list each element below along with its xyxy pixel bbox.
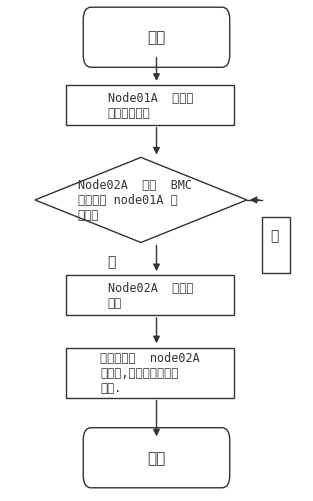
Text: 开始: 开始 [147, 31, 166, 45]
Text: Node02A  系统下
关机: Node02A 系统下 关机 [108, 282, 193, 310]
Text: Node01A  系统下
执行关机脚本: Node01A 系统下 执行关机脚本 [108, 92, 193, 120]
Polygon shape [35, 158, 247, 243]
Bar [66, 348, 234, 398]
FancyBboxPatch shape [83, 8, 230, 68]
Text: 疲劳机侦测  node02A
的关机,后断电、上电、
开机.: 疲劳机侦测 node02A 的关机,后断电、上电、 开机. [100, 351, 200, 394]
Text: Node02A  通过  BMC
功能侦测 node01A 是
否关机: Node02A 通过 BMC 功能侦测 node01A 是 否关机 [78, 179, 192, 222]
FancyBboxPatch shape [83, 428, 230, 488]
Bar [66, 86, 234, 126]
Bar [66, 276, 234, 316]
Text: 结束: 结束 [147, 451, 166, 465]
Text: 否: 否 [271, 228, 279, 242]
Bar [262, 218, 290, 273]
Text: 是: 是 [107, 255, 115, 269]
